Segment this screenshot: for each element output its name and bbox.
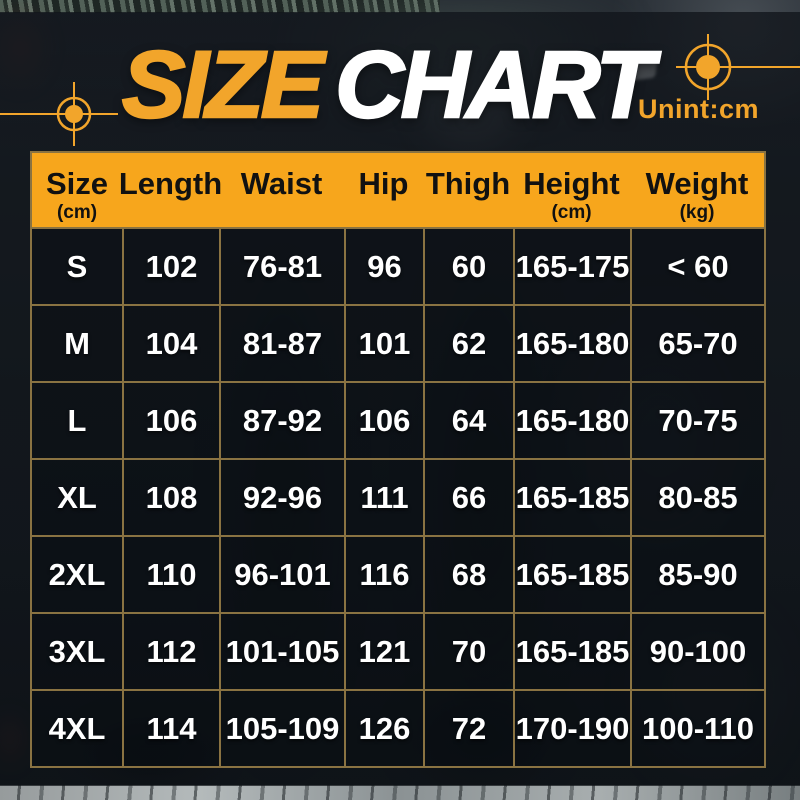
row-label-xl: XL [32, 458, 122, 535]
table-cell: 106 [344, 381, 423, 458]
table-cell: 116 [344, 535, 423, 612]
row-label-2xl: 2XL [32, 535, 122, 612]
table-cell: 170-190 [513, 689, 630, 766]
table-cell: 85-90 [630, 535, 764, 612]
crosshair-icon [0, 82, 118, 146]
table-cell: 165-185 [513, 535, 630, 612]
table-cell: 165-185 [513, 458, 630, 535]
table-cell: 81-87 [219, 304, 344, 381]
table-cell: 165-180 [513, 381, 630, 458]
column-header-weight: Weight (kg) [630, 153, 764, 227]
column-header-label: Weight [645, 166, 749, 201]
column-header-label: Waist [240, 166, 323, 201]
table-cell: 70 [423, 612, 513, 689]
table-cell: 65-70 [630, 304, 764, 381]
table-cell: 104 [122, 304, 219, 381]
column-header-unit: (cm) [56, 202, 98, 223]
table-cell: 87-92 [219, 381, 344, 458]
table-cell: 76-81 [219, 227, 344, 304]
background-texture [0, 707, 32, 772]
table-cell: 90-100 [630, 612, 764, 689]
table-cell: 92-96 [219, 458, 344, 535]
column-header-label: Size [45, 166, 109, 201]
table-cell: 100-110 [630, 689, 764, 766]
column-header-waist: Waist [219, 153, 344, 227]
column-header-label: Height [523, 166, 620, 201]
column-header-unit: (kg) [679, 202, 715, 223]
column-header-label: Thigh [425, 166, 511, 201]
page-title: SIZE CHART [121, 36, 655, 134]
table-cell: 114 [122, 689, 219, 766]
table-cell: 106 [122, 381, 219, 458]
table-cell: 66 [423, 458, 513, 535]
size-table: Size (cm) Length Waist Hip Thigh Height (cm) Wei… [30, 151, 766, 768]
table-cell: 105-109 [219, 689, 344, 766]
table-cell: 126 [344, 689, 423, 766]
row-label-s: S [32, 227, 122, 304]
crosshair-icon [676, 34, 800, 100]
column-header-thigh: Thigh [423, 153, 513, 227]
column-header-label: Hip [358, 166, 409, 201]
table-cell: 111 [344, 458, 423, 535]
table-body: S 102 76-81 96 60 165-175 < 60 M 104 81-87 101 62 16… [32, 227, 764, 766]
table-cell: 96-101 [219, 535, 344, 612]
table-cell: 101-105 [219, 612, 344, 689]
title-word-chart: CHART [334, 32, 655, 138]
table-cell: 110 [122, 535, 219, 612]
column-header-unit: (cm) [551, 202, 592, 223]
table-cell: 62 [423, 304, 513, 381]
table-cell: 70-75 [630, 381, 764, 458]
row-label-4xl: 4XL [32, 689, 122, 766]
table-cell: 68 [423, 535, 513, 612]
column-header-height: Height (cm) [513, 153, 630, 227]
background-texture [0, 785, 800, 800]
row-label-l: L [32, 381, 122, 458]
table-cell: 165-175 [513, 227, 630, 304]
table-cell: 72 [423, 689, 513, 766]
table-cell: 60 [423, 227, 513, 304]
table-cell: 121 [344, 612, 423, 689]
table-cell: 96 [344, 227, 423, 304]
table-cell: 101 [344, 304, 423, 381]
column-header-size: Size (cm) [32, 153, 122, 227]
column-header-length: Length [118, 153, 223, 227]
table-cell: 80-85 [630, 458, 764, 535]
table-cell: < 60 [630, 227, 764, 304]
table-cell: 108 [122, 458, 219, 535]
row-label-m: M [32, 304, 122, 381]
background-texture [0, 0, 440, 13]
column-header-label: Length [118, 166, 223, 201]
table-cell: 112 [122, 612, 219, 689]
table-cell: 102 [122, 227, 219, 304]
table-cell: 165-180 [513, 304, 630, 381]
row-label-3xl: 3XL [32, 612, 122, 689]
title-word-size: SIZE [121, 32, 326, 138]
table-header-row: Size (cm) Length Waist Hip Thigh Height (cm) Wei… [32, 153, 764, 227]
table-cell: 165-185 [513, 612, 630, 689]
column-header-hip: Hip [344, 153, 423, 227]
unit-note: Unint:cm [638, 94, 759, 124]
table-cell: 64 [423, 381, 513, 458]
